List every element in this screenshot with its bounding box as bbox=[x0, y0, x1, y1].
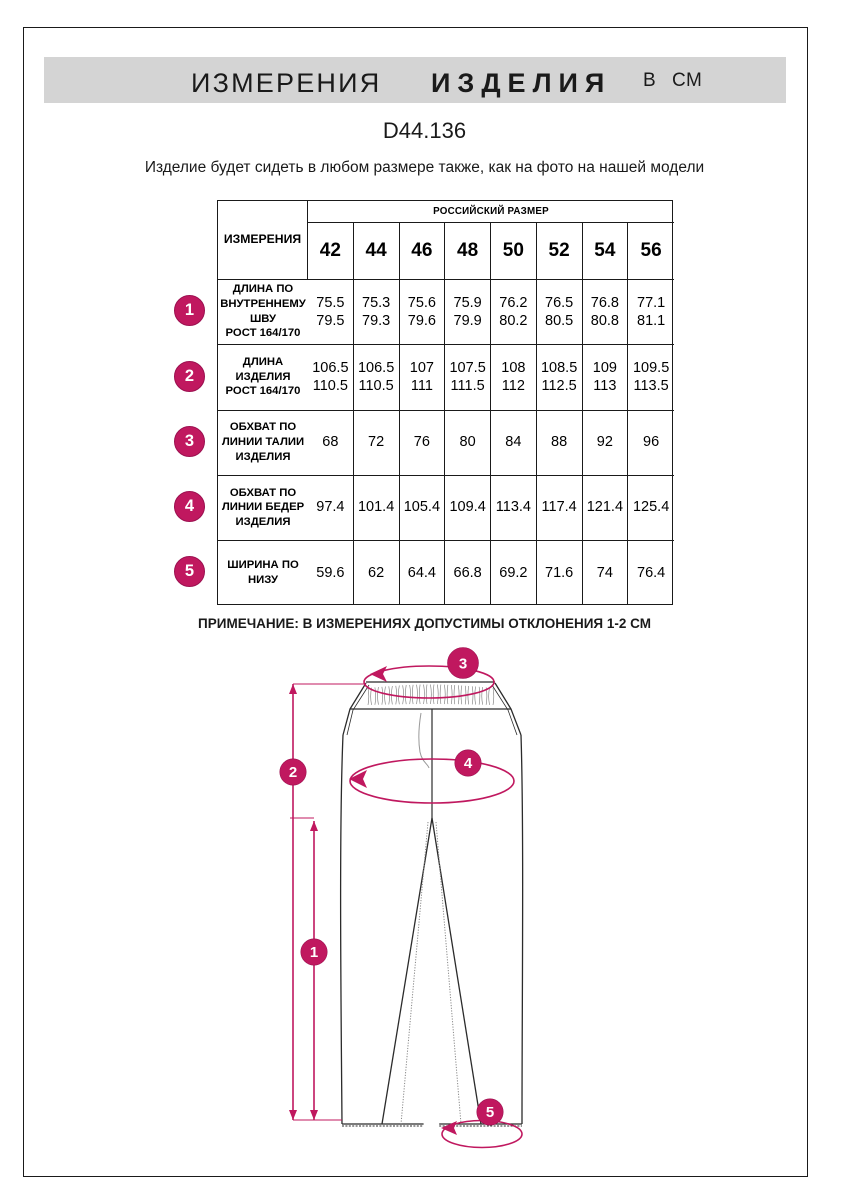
svg-text:5: 5 bbox=[486, 1104, 494, 1121]
svg-text:1: 1 bbox=[310, 944, 318, 961]
svg-text:2: 2 bbox=[289, 764, 297, 781]
svg-text:4: 4 bbox=[464, 755, 473, 772]
svg-text:3: 3 bbox=[459, 656, 467, 673]
